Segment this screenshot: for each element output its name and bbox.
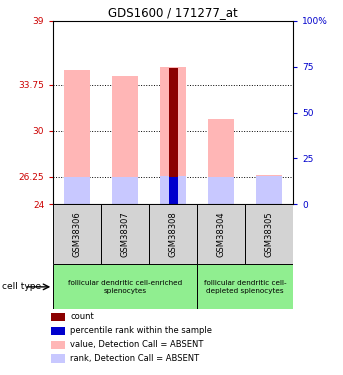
- Bar: [208, 177, 235, 204]
- Text: GSM38308: GSM38308: [169, 211, 178, 257]
- Text: GSM38305: GSM38305: [265, 211, 274, 257]
- Text: follicular dendritic cell-
depleted splenocytes: follicular dendritic cell- depleted sple…: [204, 280, 286, 294]
- Bar: [64, 177, 91, 204]
- Bar: [160, 177, 187, 204]
- Bar: [53, 264, 197, 309]
- Bar: [197, 264, 293, 309]
- Bar: [149, 204, 197, 264]
- Bar: [64, 70, 91, 204]
- Bar: [208, 118, 235, 204]
- Bar: [101, 204, 149, 264]
- Text: count: count: [70, 312, 94, 321]
- Text: percentile rank within the sample: percentile rank within the sample: [70, 326, 212, 335]
- Text: cell type: cell type: [2, 282, 41, 291]
- Bar: [53, 204, 101, 264]
- Bar: [169, 68, 178, 204]
- Bar: [112, 76, 138, 204]
- Title: GDS1600 / 171277_at: GDS1600 / 171277_at: [108, 6, 238, 20]
- Text: GSM38304: GSM38304: [217, 211, 226, 257]
- Bar: [169, 177, 178, 204]
- Bar: [245, 204, 293, 264]
- Bar: [112, 177, 138, 204]
- Text: value, Detection Call = ABSENT: value, Detection Call = ABSENT: [70, 340, 204, 349]
- Bar: [256, 176, 283, 204]
- Bar: [197, 204, 245, 264]
- Bar: [256, 175, 283, 204]
- Text: GSM38307: GSM38307: [121, 211, 130, 257]
- Text: rank, Detection Call = ABSENT: rank, Detection Call = ABSENT: [70, 354, 199, 363]
- Text: follicular dendritic cell-enriched
splenocytes: follicular dendritic cell-enriched splen…: [68, 280, 182, 294]
- Text: GSM38306: GSM38306: [73, 211, 82, 257]
- Bar: [160, 67, 187, 204]
